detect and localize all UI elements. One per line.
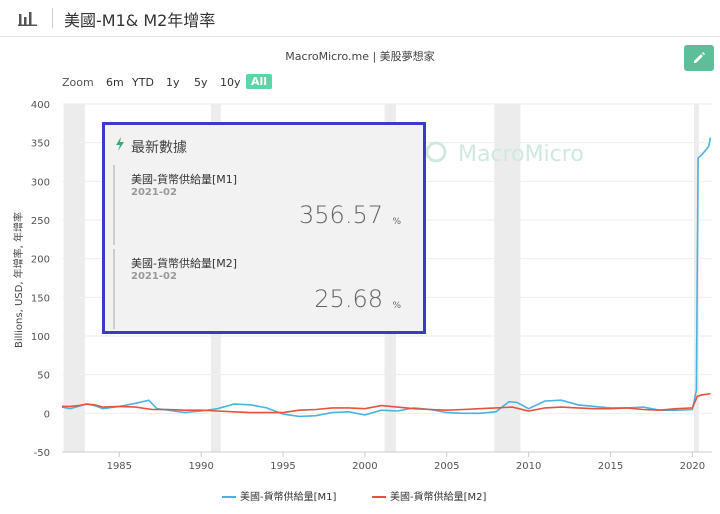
latest-item-unit: %	[392, 301, 401, 311]
series-line-m2[interactable]	[62, 392, 711, 414]
zoom-ytd-button[interactable]: YTD	[132, 76, 154, 89]
x-tick-label: 2010	[516, 461, 541, 472]
latest-item-unit: %	[392, 217, 401, 227]
latest-item-name: 美國-貨幣供給量[M2]	[131, 257, 238, 270]
source-label: MacroMicro.me | 美股夢想家	[285, 50, 435, 63]
edit-button[interactable]	[684, 45, 714, 71]
header-divider	[52, 8, 53, 28]
pencil-icon	[694, 52, 705, 63]
x-tick-label: 2020	[680, 461, 705, 472]
latest-item-m1[interactable]: 美國-貨幣供給量[M1] 2021-02 356.57 %	[113, 165, 415, 245]
latest-data-title: 最新數據	[131, 140, 187, 156]
legend-label-m1: 美國-貨幣供給量[M1]	[240, 492, 337, 503]
chart-watermark: MacroMicro	[458, 142, 584, 167]
latest-item-value: 356.57	[299, 201, 383, 229]
chart-header: 美國-M1& M2年增率	[0, 0, 720, 37]
zoom-10y-button[interactable]: 10y	[220, 76, 241, 89]
y-tick-label: -50	[34, 448, 50, 459]
watermark-logo-icon	[425, 141, 447, 163]
latest-item-name: 美國-貨幣供給量[M1]	[131, 173, 238, 186]
recession-band	[494, 104, 521, 452]
latest-item-m2[interactable]: 美國-貨幣供給量[M2] 2021-02 25.68 %	[113, 249, 415, 329]
series-line-m1[interactable]	[61, 137, 712, 418]
zoom-6m-button[interactable]: 6m	[106, 76, 124, 89]
y-tick-label: 250	[31, 216, 50, 227]
x-tick-label: 2015	[598, 461, 623, 472]
bar-chart-icon	[18, 12, 37, 26]
x-tick-label: 2000	[352, 461, 377, 472]
x-tick-label: 2005	[434, 461, 459, 472]
zoom-label: Zoom	[62, 76, 94, 89]
legend-item-m2[interactable]: 美國-貨幣供給量[M2]	[372, 488, 486, 503]
x-tick-label: 1990	[188, 461, 213, 472]
y-tick-label: 400	[31, 100, 50, 111]
legend-swatch-m2	[372, 496, 386, 498]
x-tick-label: 1985	[107, 461, 132, 472]
lightning-icon	[116, 137, 124, 151]
latest-item-date: 2021-02	[131, 187, 177, 198]
zoom-1y-button[interactable]: 1y	[166, 76, 180, 89]
recession-band	[63, 104, 85, 452]
x-tick-label: 1995	[270, 461, 295, 472]
y-tick-label: 300	[31, 177, 50, 188]
latest-data-panel: 最新數據 美國-貨幣供給量[M1] 2021-02 356.57 % 美國-貨幣…	[102, 122, 426, 334]
y-tick-label: 50	[37, 371, 50, 382]
y-tick-label: 200	[31, 255, 50, 266]
page-title: 美國-M1& M2年增率	[64, 11, 216, 30]
legend-swatch-m1	[222, 496, 236, 498]
latest-item-date: 2021-02	[131, 271, 177, 282]
legend-label-m2: 美國-貨幣供給量[M2]	[390, 492, 487, 503]
y-tick-label: 150	[31, 293, 50, 304]
latest-item-value: 25.68	[314, 285, 383, 313]
zoom-5y-button[interactable]: 5y	[194, 76, 208, 89]
y-tick-label: 0	[44, 409, 50, 420]
legend-item-m1[interactable]: 美國-貨幣供給量[M1]	[222, 488, 336, 503]
y-tick-label: 350	[31, 139, 50, 150]
y-axis-label: Billions, USD, 年增率, 年增率	[12, 212, 25, 348]
zoom-all-button[interactable]: All	[246, 74, 273, 89]
y-tick-label: 100	[31, 332, 50, 343]
